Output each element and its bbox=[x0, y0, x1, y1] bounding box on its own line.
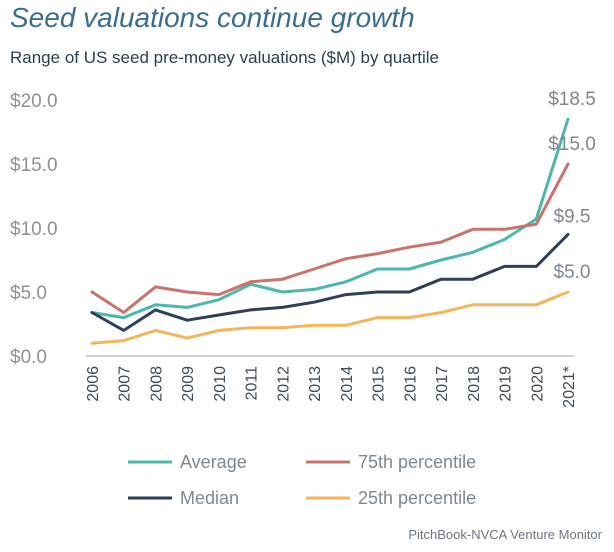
chart-subtitle: Range of US seed pre-money valuations ($… bbox=[10, 48, 439, 67]
legend-label: Median bbox=[180, 488, 239, 508]
legend-label: 25th percentile bbox=[358, 488, 476, 508]
y-tick-label: $10.0 bbox=[10, 219, 58, 240]
x-tick-label: 2011 bbox=[244, 366, 261, 401]
x-tick-label: 2013 bbox=[307, 366, 324, 402]
y-tick-label: $0.0 bbox=[10, 347, 47, 368]
x-tick-label: 2020 bbox=[529, 366, 546, 402]
x-tick-label: 2010 bbox=[212, 366, 229, 402]
x-tick-label: 2012 bbox=[275, 366, 292, 402]
x-tick-label: 2007 bbox=[117, 366, 134, 402]
source-note: PitchBook-NVCA Venture Monitor bbox=[408, 527, 602, 542]
end-labels: $18.5 $15.0 $9.5 $5.0 bbox=[548, 89, 596, 283]
y-axis-ticks: $0.0 $5.0 $10.0 $15.0 $20.0 bbox=[10, 91, 58, 368]
end-value-label: $15.0 bbox=[548, 134, 596, 155]
y-tick-label: $15.0 bbox=[10, 155, 58, 176]
chart-title: Seed valuations continue growth bbox=[10, 2, 415, 33]
x-tick-label: 2021* bbox=[561, 366, 578, 408]
x-tick-label: 2016 bbox=[402, 366, 419, 402]
legend-label: 75th percentile bbox=[358, 452, 476, 472]
end-value-label: $18.5 bbox=[548, 89, 596, 110]
x-tick-label: 2006 bbox=[85, 366, 102, 402]
x-tick-label: 2014 bbox=[339, 366, 356, 402]
series-line-25th-percentile bbox=[90, 290, 570, 345]
end-value-label: $9.5 bbox=[554, 206, 591, 227]
series-line-average bbox=[90, 117, 570, 320]
y-tick-label: $20.0 bbox=[10, 91, 58, 112]
x-tick-label: 2009 bbox=[180, 366, 197, 402]
series-line-75th-percentile bbox=[90, 162, 570, 314]
series-line-median bbox=[90, 232, 570, 332]
legend: Average 75th percentile Median 25th percent… bbox=[128, 452, 476, 508]
x-tick-label: 2015 bbox=[371, 366, 388, 402]
series-lines bbox=[90, 117, 570, 345]
end-value-label: $5.0 bbox=[554, 262, 591, 283]
y-tick-label: $5.0 bbox=[10, 283, 47, 304]
x-tick-label: 2018 bbox=[466, 366, 483, 402]
legend-label: Average bbox=[180, 452, 247, 472]
x-tick-label: 2008 bbox=[148, 366, 165, 402]
x-tick-label: 2017 bbox=[434, 366, 451, 402]
x-axis-ticks: 2006 2007 2008 2009 2010 2011 2012 2013 2014 2015… bbox=[85, 366, 578, 408]
x-tick-label: 2019 bbox=[498, 366, 515, 402]
